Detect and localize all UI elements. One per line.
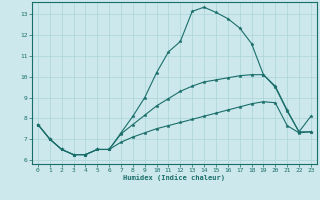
X-axis label: Humidex (Indice chaleur): Humidex (Indice chaleur)	[124, 175, 225, 181]
